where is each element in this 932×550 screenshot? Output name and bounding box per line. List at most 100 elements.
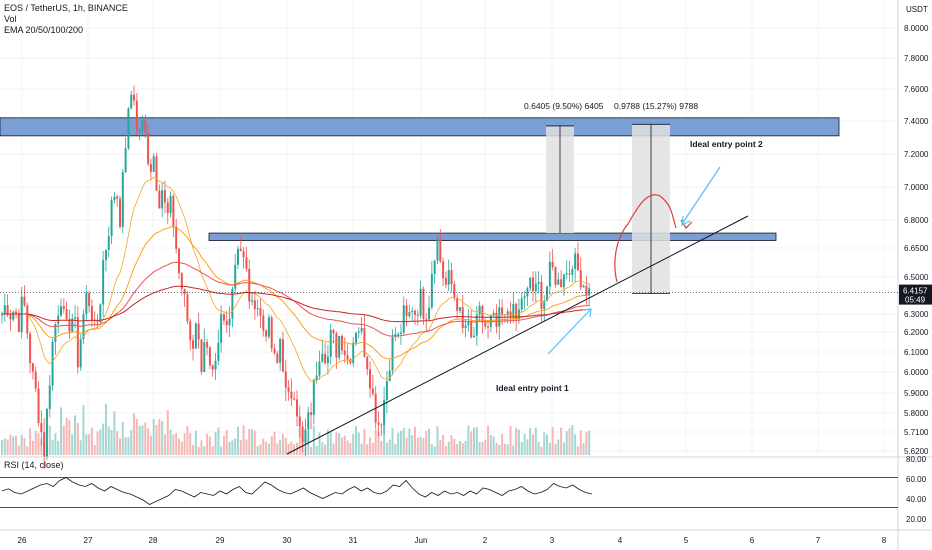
candle-body [360,328,363,332]
volume-bar [397,432,400,455]
candle-body [385,381,388,401]
candle-body [85,293,88,315]
volume-bar [298,427,301,455]
volume-bar [287,443,290,455]
volume-bar [293,444,296,455]
ema-label[interactable]: EMA 20/50/100/200 [4,25,84,35]
volume-bar [90,427,93,455]
volume-bar [214,431,217,455]
candle-body [458,307,461,311]
candle-body [473,335,475,338]
candle-body [399,332,402,335]
candle-body [141,120,144,130]
candle-body [366,356,369,370]
volume-bar [568,428,571,455]
time-tick-label: 4 [618,536,623,545]
volume-label[interactable]: Vol [4,14,17,24]
symbol-title[interactable]: EOS / TetherUS, 1h, BINANCE [4,3,128,13]
volume-bar [425,430,428,455]
volume-bar [60,407,62,455]
candle-body [88,293,91,307]
volume-bar [405,437,408,455]
volume-bar [251,429,254,455]
volume-bar [149,435,152,455]
volume-bar [326,429,329,455]
resistance-zone-lower [208,232,777,241]
time-axis: 26 27 28 29 30 31 Jun 2 3 4 5 6 7 8 [0,529,932,545]
volume-bar [76,422,79,455]
resistance-zone-upper [0,117,840,137]
volume-bar [456,443,459,455]
volume-bar [144,422,147,455]
candle-body [357,331,360,333]
volume-bar [574,434,577,455]
volume-bar [15,435,18,455]
candle-body [501,307,504,315]
volume-bar [158,418,161,455]
candle-body [481,306,484,323]
volume-bar [121,422,124,455]
candle-body [444,278,447,285]
chart-grid [0,0,898,455]
candle-body [217,342,220,361]
time-tick-label: 28 [149,536,158,545]
candle-body [23,296,26,306]
volume-bar [430,444,433,455]
volume-bar [248,429,251,455]
volume-bar [447,441,450,455]
rsi-label[interactable]: RSI (14, close) [4,460,64,470]
candle-body [144,120,147,134]
candle-body [588,288,591,296]
candle-body [290,391,293,399]
volume-bar [20,434,23,455]
candle-body [436,238,439,261]
candle-body [301,426,304,443]
candle-body [214,360,217,370]
candle-body [15,311,18,314]
volume-bar [402,428,405,455]
candle-body [48,385,51,409]
candle-body [419,288,422,316]
candle-body [565,273,568,275]
candle-body [158,190,161,209]
candle-body [239,248,242,252]
price-tick-label: 7.8000 [904,54,929,63]
volume-bar [37,433,40,455]
candle-body [343,350,346,356]
candle-body [422,288,425,319]
entry-arrowhead-1 [582,308,592,318]
volume-bar [155,424,158,455]
volume-bar [453,438,456,455]
candle-body [231,288,234,319]
volume-bar [281,433,284,455]
volume-bar [163,434,166,455]
rsi-tick-label: 20.00 [906,515,927,524]
candle-body [107,236,110,250]
candle-body [416,314,419,316]
volume-bar [48,425,51,455]
candle-body [433,260,436,275]
volume-bar [509,426,512,455]
price-tick-label: 5.7100 [904,428,929,437]
volume-bar [408,428,411,455]
candle-body [166,202,169,214]
volume-bar [340,437,343,455]
volume-bar [355,426,357,455]
volume-bar [265,441,268,455]
volume-bar [200,440,203,455]
price-tick-label: 5.9000 [904,389,929,398]
volume-bar [186,426,189,455]
volume-bar [529,427,532,455]
candle-body [121,172,124,227]
volume-bar [346,440,349,455]
candle-body [509,311,512,318]
volume-bar [74,415,77,455]
candle-body [537,281,540,284]
volume-bar [461,443,464,455]
measure-label-1: 0.6405 (9.50%) 6405 [524,101,604,111]
candle-body [110,200,113,237]
candle-body [318,361,321,376]
volume-bar [450,435,453,455]
